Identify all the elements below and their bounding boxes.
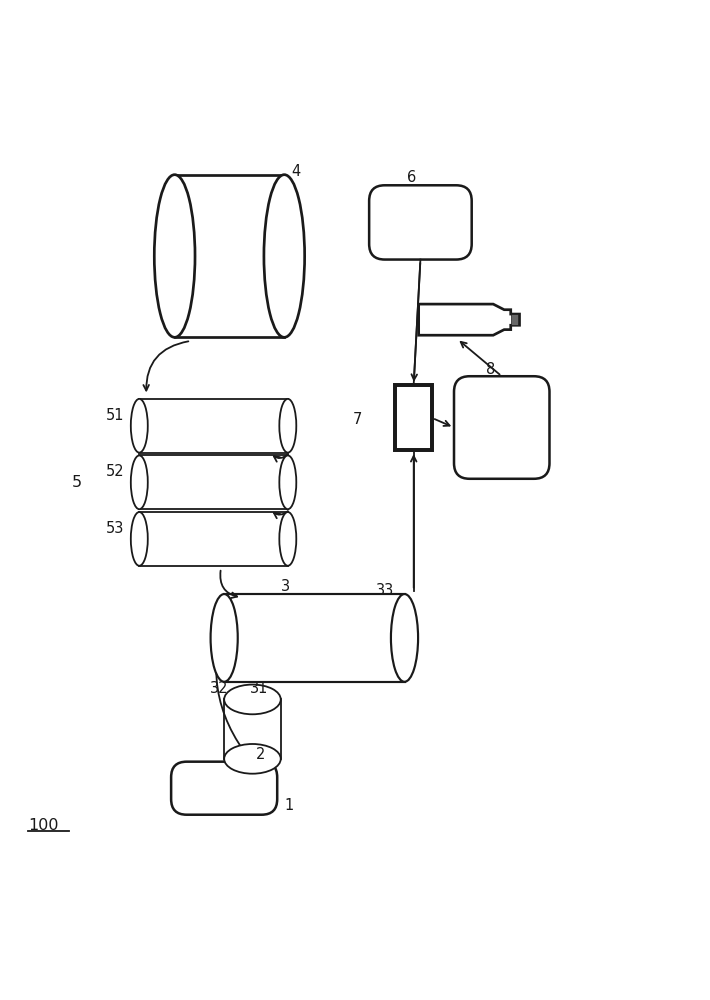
Text: 32: 32 (210, 681, 229, 696)
Bar (224, 699, 280, 759)
Ellipse shape (131, 399, 148, 453)
Text: 100: 100 (28, 818, 59, 833)
Bar (224, 594, 405, 682)
Polygon shape (419, 304, 520, 335)
Ellipse shape (131, 512, 148, 566)
Text: 3: 3 (280, 579, 290, 594)
Text: 5: 5 (72, 475, 82, 490)
Bar (139, 455, 288, 509)
Text: 2: 2 (256, 747, 266, 762)
Bar (139, 399, 288, 453)
Bar (139, 512, 288, 566)
Text: 6: 6 (407, 170, 416, 185)
Ellipse shape (154, 175, 195, 337)
Text: 52: 52 (106, 464, 125, 479)
Ellipse shape (264, 175, 305, 337)
Text: 1: 1 (284, 798, 293, 813)
Text: 7: 7 (353, 412, 362, 427)
Text: 53: 53 (106, 521, 124, 536)
Ellipse shape (279, 399, 296, 453)
Text: 31: 31 (251, 681, 268, 696)
Ellipse shape (224, 744, 280, 774)
Text: 8: 8 (486, 362, 495, 377)
Ellipse shape (279, 512, 296, 566)
Bar (175, 175, 284, 337)
Text: 33: 33 (376, 583, 395, 598)
Text: 51: 51 (106, 408, 124, 423)
Ellipse shape (131, 455, 148, 509)
Ellipse shape (211, 594, 238, 682)
Ellipse shape (224, 685, 280, 714)
Ellipse shape (279, 455, 296, 509)
Ellipse shape (391, 594, 418, 682)
Bar (395, 385, 432, 450)
Text: 4: 4 (291, 164, 300, 179)
Bar (511, 314, 518, 325)
